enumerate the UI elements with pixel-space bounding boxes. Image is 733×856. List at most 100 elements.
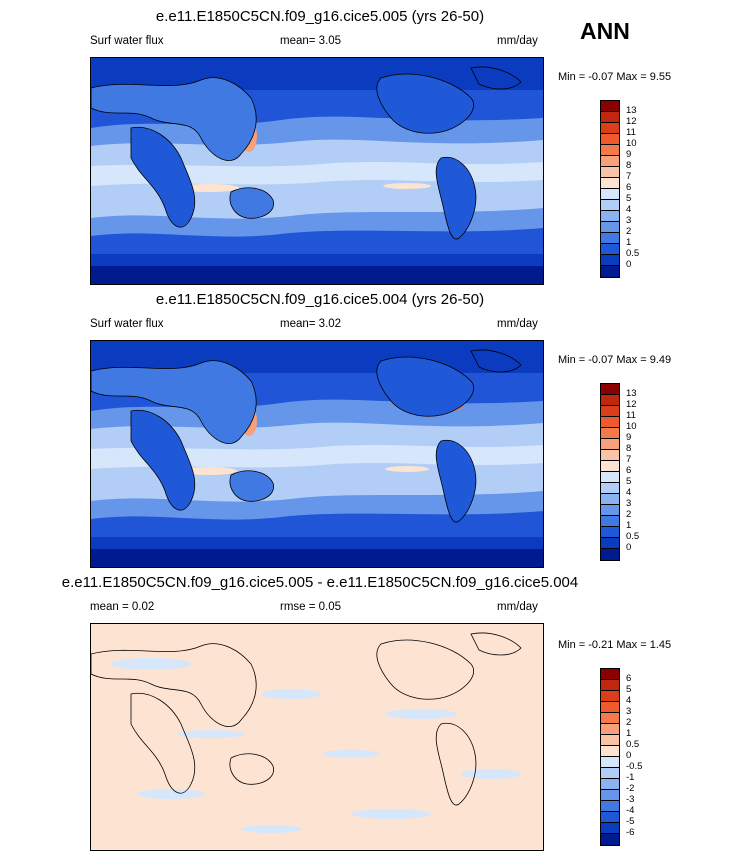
colorbar-swatch: [601, 145, 619, 156]
colorbar-swatch: [601, 494, 619, 505]
colorbar-swatch: [601, 211, 619, 222]
colorbar-swatch: [601, 505, 619, 516]
colorbar-tick-label: -5: [626, 816, 635, 827]
panel-2-minmax: Min = -0.07 Max = 9.49: [558, 354, 672, 366]
colorbar-tick-label: 7: [626, 171, 632, 182]
colorbar-tick-label: 4: [626, 204, 632, 215]
colorbar-tick-label: 0: [626, 750, 632, 761]
colorbar-swatch: [601, 669, 619, 680]
colorbar-swatch: [601, 156, 619, 167]
colorbar-tick-label: 0: [626, 259, 632, 270]
colorbar-tick-label: 6: [626, 182, 632, 193]
colorbar-swatch: [601, 244, 619, 255]
colorbar-swatch: [601, 735, 619, 746]
colorbar-tick-label: 10: [626, 421, 637, 432]
panel-3-left-label: mean = 0.02: [90, 601, 155, 613]
colorbar-swatch: [601, 222, 619, 233]
colorbar-tick-label: 3: [626, 215, 632, 226]
panel-1-title: e.e11.E1850C5CN.f09_g16.cice5.005 (yrs 2…: [155, 8, 485, 25]
colorbar-tick-label: 6: [626, 465, 632, 476]
colorbar-swatch: [601, 123, 619, 134]
panel-2-colorbar: [600, 383, 620, 561]
colorbar-swatch: [601, 746, 619, 757]
colorbar-tick-label: -2: [626, 783, 635, 794]
colorbar-tick-label: -0.5: [626, 761, 643, 772]
colorbar-tick-label: 11: [626, 127, 636, 138]
colorbar-swatch: [601, 384, 619, 395]
colorbar-swatch: [601, 713, 619, 724]
colorbar-swatch: [601, 724, 619, 735]
colorbar-tick-label: 2: [626, 509, 632, 520]
colorbar-swatch: [601, 167, 619, 178]
colorbar-swatch: [601, 472, 619, 483]
colorbar-swatch: [601, 680, 619, 691]
colorbar-tick-label: 11: [626, 410, 636, 421]
colorbar-tick-label: 13: [626, 388, 637, 399]
panel-1-minmax: Min = -0.07 Max = 9.55: [558, 71, 672, 83]
panel-2-map: [90, 340, 544, 568]
panel-2-units: mm/day: [497, 318, 538, 330]
colorbar-swatch: [601, 178, 619, 189]
season-label: ANN: [580, 18, 630, 44]
colorbar-swatch: [601, 428, 619, 439]
colorbar-swatch: [601, 834, 619, 845]
colorbar-tick-label: 5: [626, 193, 632, 204]
colorbar-swatch: [601, 450, 619, 461]
colorbar-swatch: [601, 255, 619, 266]
colorbar-swatch: [601, 538, 619, 549]
panel-3-minmax: Min = -0.21 Max = 1.45: [558, 639, 672, 651]
panel-2-left-label: Surf water flux: [90, 318, 164, 330]
colorbar-swatch: [601, 757, 619, 768]
colorbar-swatch: [601, 189, 619, 200]
panel-3-map: [90, 623, 544, 851]
colorbar-tick-label: 9: [626, 432, 632, 443]
colorbar-swatch: [601, 112, 619, 123]
colorbar-tick-label: 4: [626, 695, 632, 706]
colorbar-tick-label: 1: [626, 237, 632, 248]
colorbar-tick-label: 0.5: [626, 739, 640, 750]
colorbar-swatch: [601, 801, 619, 812]
colorbar-swatch: [601, 200, 619, 211]
colorbar-tick-label: -3: [626, 794, 635, 805]
colorbar-swatch: [601, 691, 619, 702]
colorbar-tick-label: 8: [626, 160, 632, 171]
panel-2-center-label: mean= 3.02: [280, 318, 342, 330]
colorbar-tick-label: 10: [626, 138, 637, 149]
colorbar-swatch: [601, 823, 619, 834]
colorbar-swatch: [601, 527, 619, 538]
colorbar-tick-label: 5: [626, 476, 632, 487]
colorbar-tick-label: 13: [626, 105, 637, 116]
colorbar-swatch: [601, 395, 619, 406]
panel-1-colorbar: [600, 100, 620, 278]
colorbar-tick-label: 6: [626, 673, 632, 684]
colorbar-tick-label: 0.5: [626, 531, 640, 542]
colorbar-swatch: [601, 406, 619, 417]
colorbar-swatch: [601, 439, 619, 450]
colorbar-swatch: [601, 134, 619, 145]
colorbar-tick-label: 2: [626, 226, 632, 237]
colorbar-swatch: [601, 417, 619, 428]
panel-3-units: mm/day: [497, 601, 538, 613]
colorbar-tick-label: -6: [626, 827, 635, 838]
colorbar-tick-label: 8: [626, 443, 632, 454]
panel-3-center-label: rmse = 0.05: [280, 601, 342, 613]
colorbar-tick-label: 1: [626, 520, 632, 531]
colorbar-swatch: [601, 779, 619, 790]
colorbar-swatch: [601, 101, 619, 112]
panel-3-title: e.e11.E1850C5CN.f09_g16.cice5.005 - e.e1…: [61, 574, 579, 591]
colorbar-tick-label: 12: [626, 399, 637, 410]
colorbar-swatch: [601, 461, 619, 472]
colorbar-tick-label: -4: [626, 805, 635, 816]
panel-1-units: mm/day: [497, 35, 538, 47]
colorbar-swatch: [601, 790, 619, 801]
colorbar-tick-label: 12: [626, 116, 637, 127]
colorbar-tick-label: 2: [626, 717, 632, 728]
colorbar-swatch: [601, 516, 619, 527]
colorbar-swatch: [601, 266, 619, 277]
colorbar-swatch: [601, 483, 619, 494]
colorbar-swatch: [601, 549, 619, 560]
colorbar-tick-label: -1: [626, 772, 635, 783]
panel-1-center-label: mean= 3.05: [280, 35, 342, 47]
colorbar-swatch: [601, 702, 619, 713]
colorbar-tick-label: 7: [626, 454, 632, 465]
